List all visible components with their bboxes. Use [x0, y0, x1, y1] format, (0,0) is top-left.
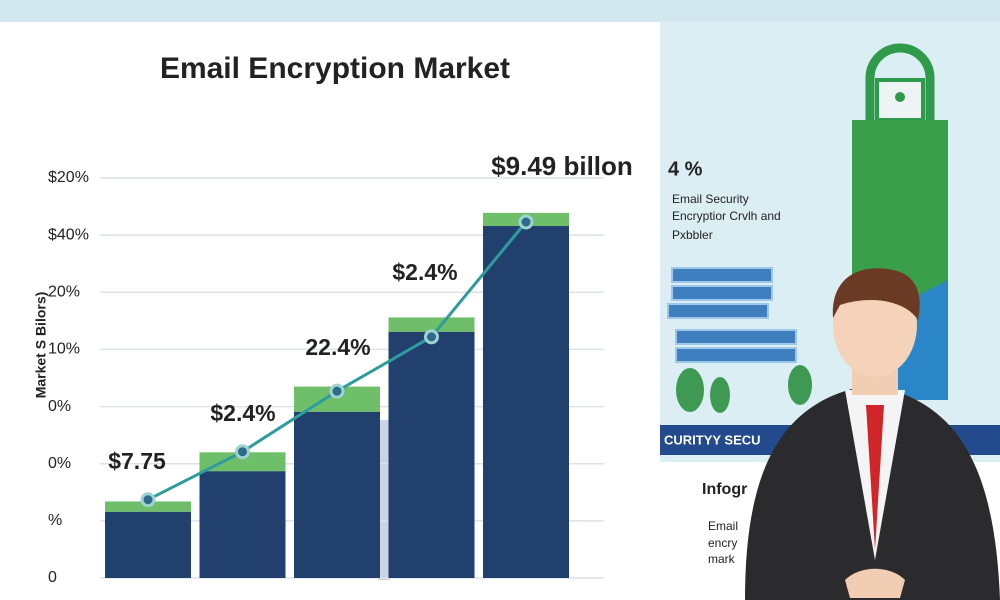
- y-tick-label: %: [48, 512, 62, 529]
- info-heading: Infogr: [702, 481, 747, 498]
- info-line: Encryptior Crvlh and: [672, 209, 781, 223]
- y-tick-label: 20%: [48, 284, 80, 301]
- plants: [676, 365, 812, 413]
- annotation: $7.75: [108, 448, 166, 474]
- y-tick-label: $40%: [48, 226, 89, 243]
- y-tick-label: 0: [48, 569, 57, 586]
- top-strip: [0, 0, 1000, 22]
- bar-segment: [199, 471, 286, 578]
- trend-point: [518, 214, 534, 230]
- info-line: Email Security: [672, 192, 749, 206]
- bar-segment: [483, 226, 569, 578]
- annotation: $2.4%: [392, 259, 457, 285]
- shadow: [378, 420, 390, 580]
- trend-point: [329, 383, 345, 399]
- banner-text: CURITYY SECU: [664, 432, 761, 447]
- stat: 4 %: [668, 158, 703, 180]
- info-body: Email: [708, 519, 738, 533]
- trend-point: [140, 492, 156, 508]
- businessman: [745, 268, 1000, 600]
- annotation: $9.49 billon: [491, 151, 633, 181]
- y-tick-label: 0%: [48, 398, 71, 415]
- annotation: 22.4%: [305, 334, 370, 360]
- y-axis-label: Market S Bilors): [33, 292, 49, 399]
- bar-segment: [388, 331, 475, 578]
- bar-segment: [199, 452, 286, 472]
- y-tick-label: $20%: [48, 169, 89, 186]
- trend-point: [235, 444, 250, 460]
- annotation: $2.4%: [210, 400, 275, 426]
- bar-segment: [388, 317, 475, 332]
- bar-segment: [105, 511, 191, 578]
- info-line: Pxbbler: [672, 228, 713, 242]
- chart-title: Email Encryption Market: [160, 52, 510, 85]
- info-body: mark: [708, 552, 736, 566]
- servers: [667, 267, 797, 363]
- trend-point: [424, 329, 439, 345]
- y-tick-label: 10%: [48, 341, 80, 358]
- info-body: encry: [708, 536, 737, 550]
- y-tick-label: 0%: [48, 455, 71, 472]
- bar-segment: [294, 411, 380, 578]
